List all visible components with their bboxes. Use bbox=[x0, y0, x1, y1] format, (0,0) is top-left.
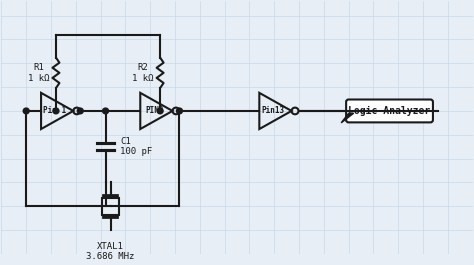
Circle shape bbox=[53, 108, 59, 114]
Text: XTAL1
3.686 MHz: XTAL1 3.686 MHz bbox=[86, 242, 135, 261]
Polygon shape bbox=[341, 113, 354, 123]
Text: C1
100 pF: C1 100 pF bbox=[120, 137, 153, 156]
Text: R2
1 kΩ: R2 1 kΩ bbox=[132, 63, 154, 82]
Text: R1
1 kΩ: R1 1 kΩ bbox=[28, 63, 49, 82]
Circle shape bbox=[23, 108, 29, 114]
Bar bbox=[101, 198, 119, 215]
Text: Logic Analyzer: Logic Analyzer bbox=[348, 106, 431, 116]
Circle shape bbox=[176, 108, 182, 114]
Text: Pin 1: Pin 1 bbox=[44, 107, 66, 116]
Circle shape bbox=[102, 108, 109, 114]
Circle shape bbox=[77, 108, 83, 114]
Text: Pin13: Pin13 bbox=[262, 107, 285, 116]
Text: PIN9: PIN9 bbox=[145, 107, 164, 116]
Circle shape bbox=[157, 108, 163, 114]
FancyBboxPatch shape bbox=[346, 100, 433, 122]
